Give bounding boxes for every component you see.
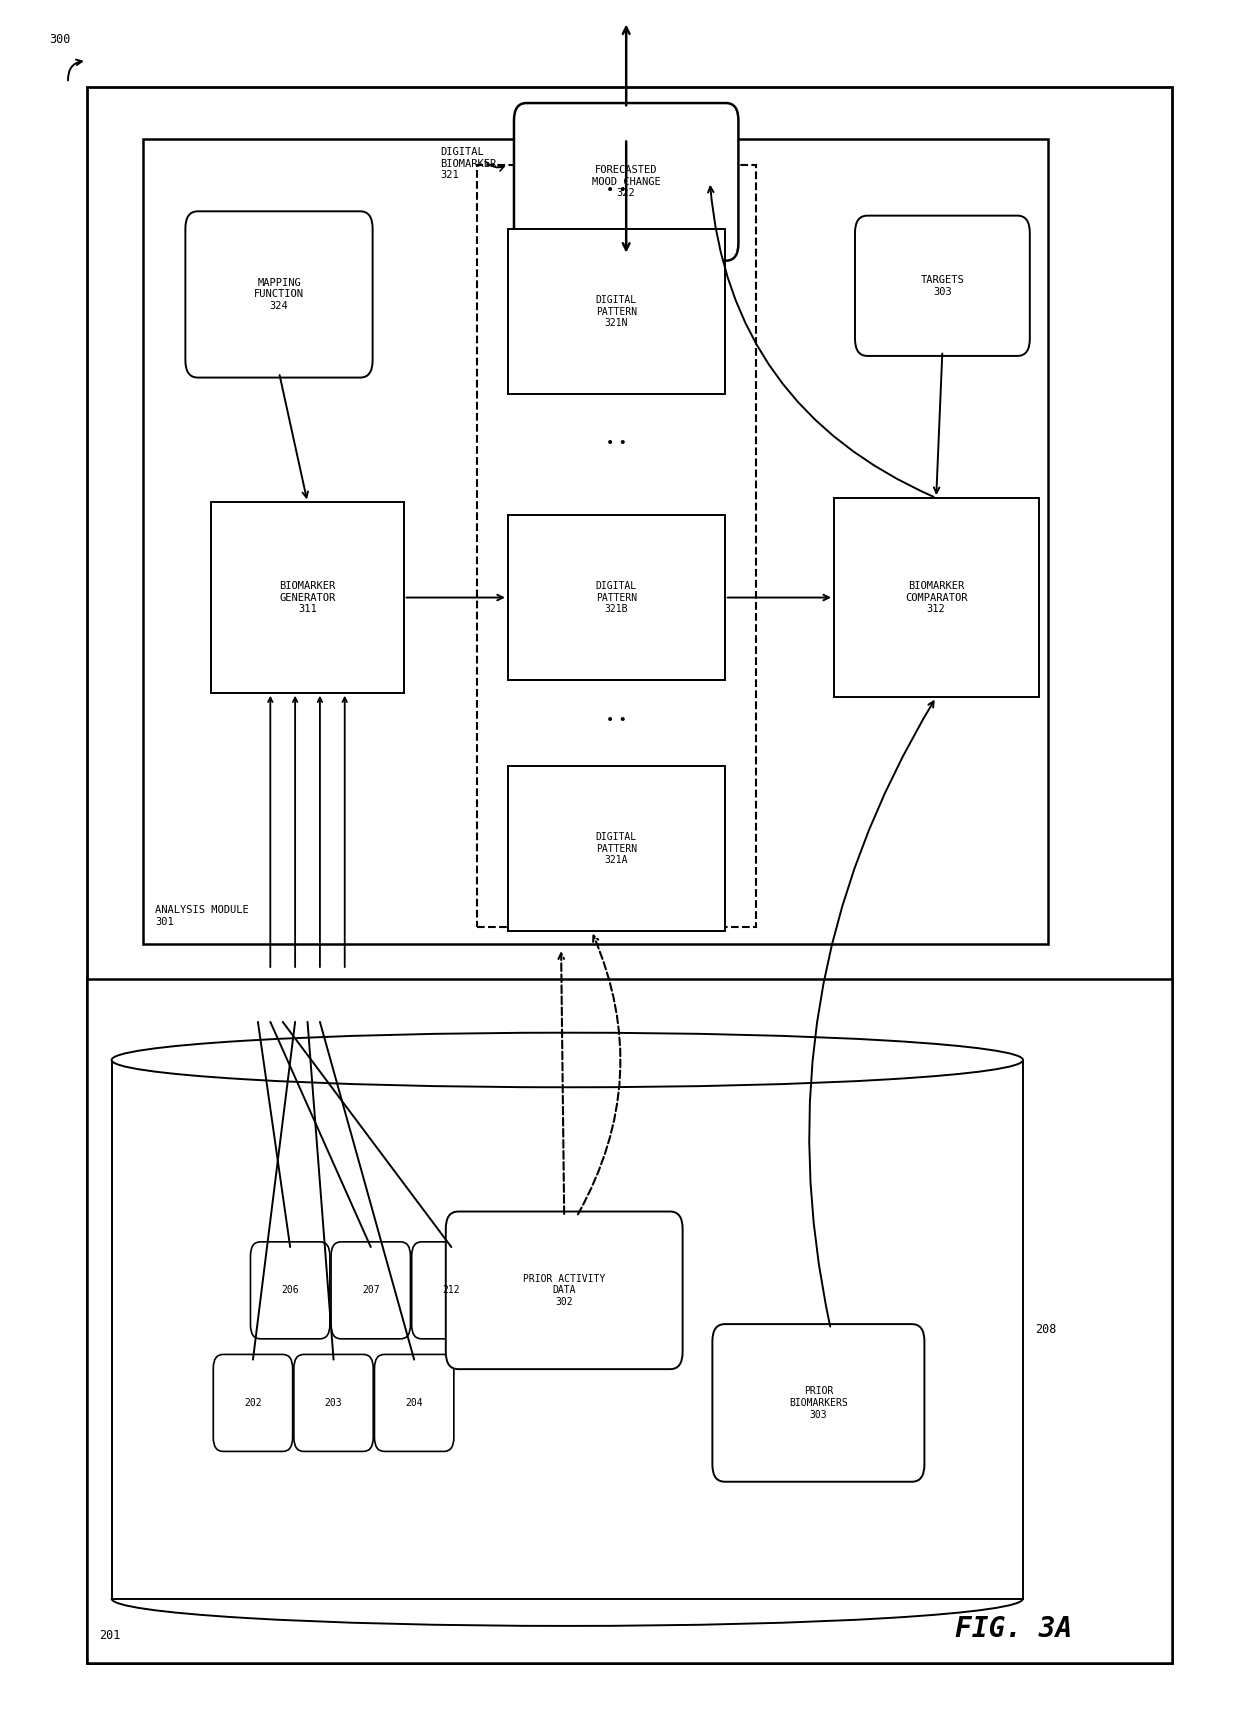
FancyBboxPatch shape bbox=[856, 216, 1029, 357]
FancyBboxPatch shape bbox=[446, 1212, 682, 1368]
FancyBboxPatch shape bbox=[331, 1242, 410, 1339]
Text: • •: • • bbox=[606, 436, 626, 450]
Text: FIG. 3A: FIG. 3A bbox=[955, 1614, 1073, 1642]
Bar bbox=[508, 516, 724, 679]
Bar bbox=[143, 139, 1048, 944]
Text: FORECASTED
MOOD CHANGE
322: FORECASTED MOOD CHANGE 322 bbox=[591, 165, 661, 199]
Text: 204: 204 bbox=[405, 1398, 423, 1408]
FancyBboxPatch shape bbox=[186, 211, 372, 378]
Bar bbox=[87, 87, 1172, 1663]
Bar bbox=[87, 979, 1172, 1663]
FancyBboxPatch shape bbox=[712, 1323, 925, 1483]
Text: 202: 202 bbox=[244, 1398, 262, 1408]
Text: 300: 300 bbox=[50, 33, 71, 47]
Bar bbox=[508, 230, 724, 395]
FancyBboxPatch shape bbox=[374, 1354, 454, 1451]
Text: • •: • • bbox=[606, 714, 626, 727]
Bar bbox=[508, 766, 724, 932]
Text: 212: 212 bbox=[443, 1285, 460, 1296]
Text: BIOMARKER
GENERATOR
311: BIOMARKER GENERATOR 311 bbox=[279, 580, 336, 615]
Text: • •: • • bbox=[606, 184, 626, 197]
Text: PRIOR
BIOMARKERS
303: PRIOR BIOMARKERS 303 bbox=[789, 1386, 848, 1420]
Text: DIGITAL
PATTERN
321A: DIGITAL PATTERN 321A bbox=[595, 831, 637, 866]
Bar bbox=[477, 165, 756, 927]
Text: DIGITAL
BIOMARKER
321: DIGITAL BIOMARKER 321 bbox=[440, 147, 496, 180]
Text: ANALYSIS MODULE
301: ANALYSIS MODULE 301 bbox=[155, 906, 249, 927]
Text: 208: 208 bbox=[1035, 1323, 1056, 1335]
Text: BIOMARKER
COMPARATOR
312: BIOMARKER COMPARATOR 312 bbox=[905, 580, 967, 615]
Bar bbox=[833, 497, 1039, 696]
Text: DIGITAL
PATTERN
321N: DIGITAL PATTERN 321N bbox=[595, 294, 637, 329]
Bar bbox=[211, 502, 404, 693]
Text: PRIOR ACTIVITY
DATA
302: PRIOR ACTIVITY DATA 302 bbox=[523, 1273, 605, 1308]
Text: TARGETS
303: TARGETS 303 bbox=[920, 275, 965, 296]
Text: MAPPING
FUNCTION
324: MAPPING FUNCTION 324 bbox=[254, 277, 304, 312]
Text: 206: 206 bbox=[281, 1285, 299, 1296]
Text: DIGITAL
PATTERN
321B: DIGITAL PATTERN 321B bbox=[595, 580, 637, 615]
FancyBboxPatch shape bbox=[412, 1242, 491, 1339]
Bar bbox=[112, 1060, 1023, 1599]
FancyBboxPatch shape bbox=[294, 1354, 373, 1451]
Text: 203: 203 bbox=[325, 1398, 342, 1408]
Text: 207: 207 bbox=[362, 1285, 379, 1296]
FancyBboxPatch shape bbox=[213, 1354, 293, 1451]
FancyBboxPatch shape bbox=[250, 1242, 330, 1339]
Ellipse shape bbox=[112, 1032, 1023, 1088]
Text: 201: 201 bbox=[99, 1628, 120, 1642]
FancyBboxPatch shape bbox=[515, 104, 738, 260]
